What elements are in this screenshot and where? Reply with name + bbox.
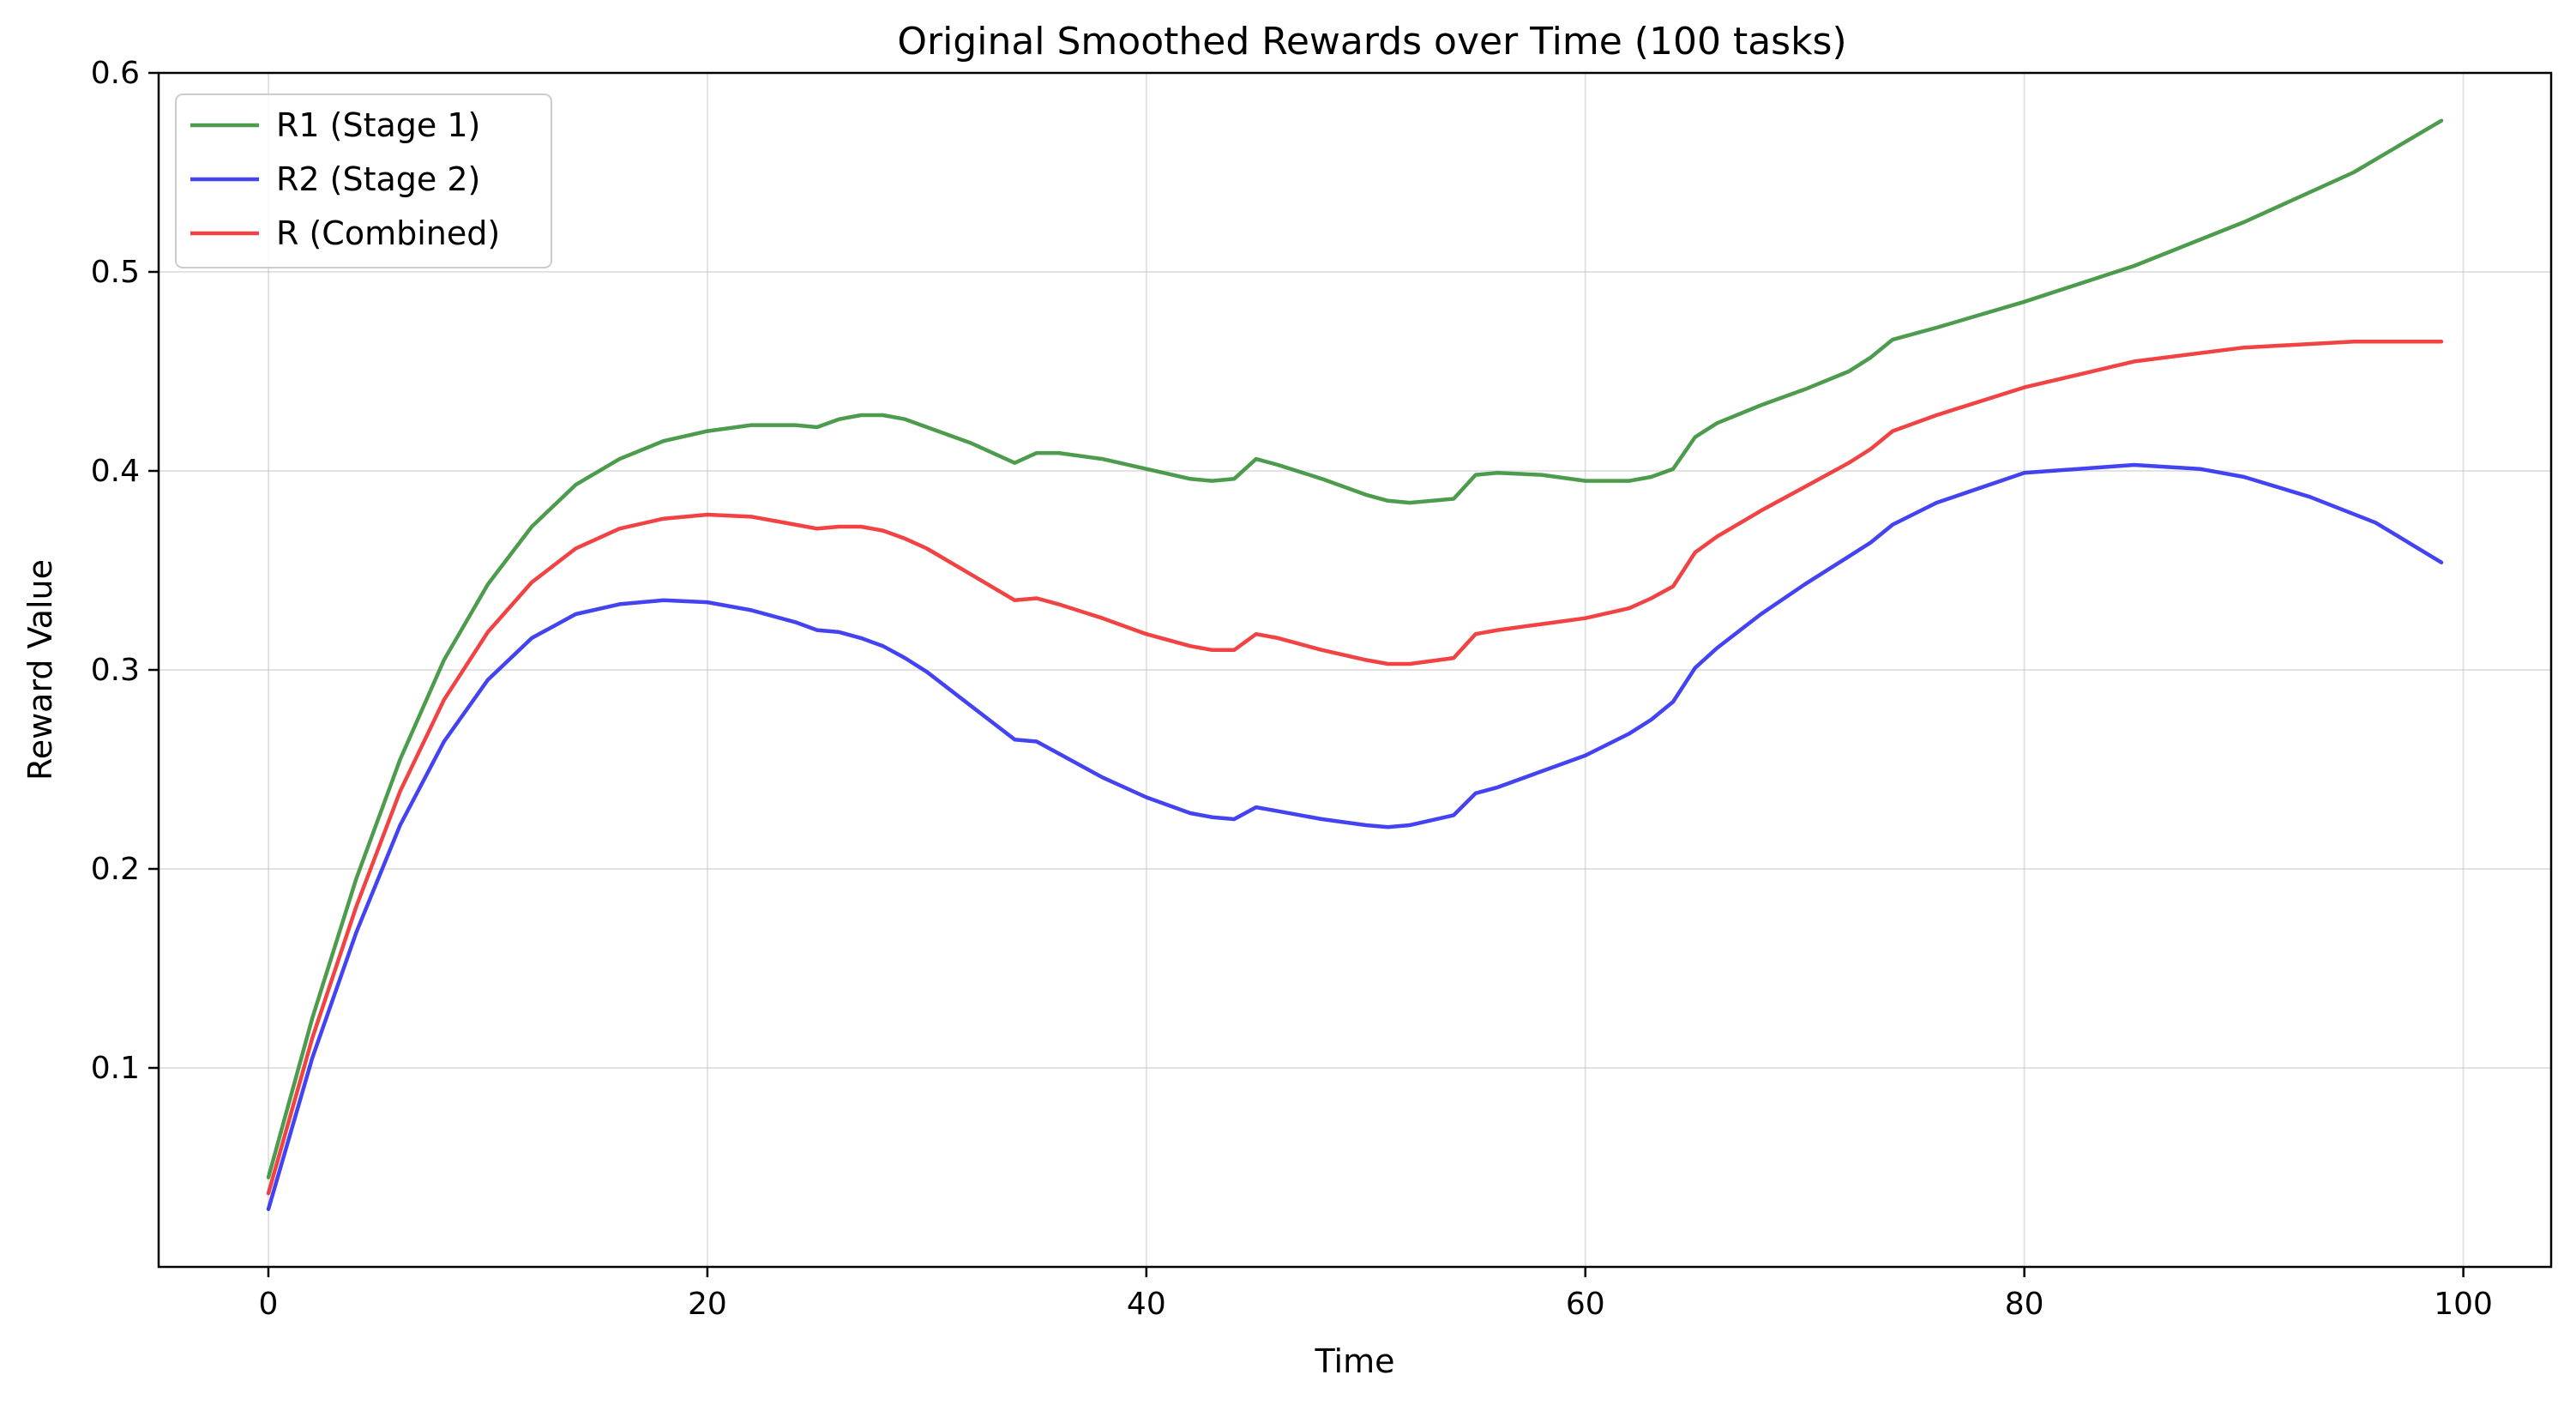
- legend-items: R1 (Stage 1) R2 (Stage 2) R (Combined): [190, 106, 500, 252]
- y-axis-ticks: 0.1 0.2 0.3 0.4 0.5 0.6: [91, 56, 159, 1086]
- series-layer: [266, 118, 2444, 1211]
- x-tick-label: 0: [259, 1287, 279, 1322]
- series-line-3: [266, 339, 2444, 1196]
- x-tick-label: 60: [1566, 1287, 1605, 1322]
- legend-box: [175, 93, 552, 268]
- series-line-1: [266, 118, 2444, 1179]
- grid-lines: [159, 72, 2551, 1267]
- legend-label-2: R2 (Stage 2): [276, 160, 480, 198]
- x-axis-label: Time: [1315, 1342, 1395, 1380]
- x-tick-label: 40: [1127, 1287, 1166, 1322]
- legend-label-1: R1 (Stage 1): [276, 106, 480, 144]
- x-axis-ticks: 0 20 40 60 80 100: [259, 1267, 2493, 1322]
- x-tick-label: 80: [2005, 1287, 2044, 1322]
- y-tick-label: 0.4: [91, 454, 140, 489]
- y-tick-label: 0.5: [91, 255, 140, 290]
- y-tick-label: 0.1: [91, 1051, 140, 1086]
- y-axis-label: Reward Value: [21, 559, 59, 781]
- x-tick-label: 20: [688, 1287, 727, 1322]
- x-tick-label: 100: [2434, 1287, 2493, 1322]
- y-tick-label: 0.6: [91, 56, 140, 91]
- y-tick-label: 0.2: [91, 852, 140, 887]
- y-tick-label: 0.3: [91, 653, 140, 688]
- legend-label-3: R (Combined): [276, 214, 500, 252]
- chart-title: Original Smoothed Rewards over Time (100…: [897, 20, 1846, 63]
- legend: R1 (Stage 1) R2 (Stage 2) R (Combined): [175, 93, 552, 268]
- series-line-2: [266, 462, 2444, 1211]
